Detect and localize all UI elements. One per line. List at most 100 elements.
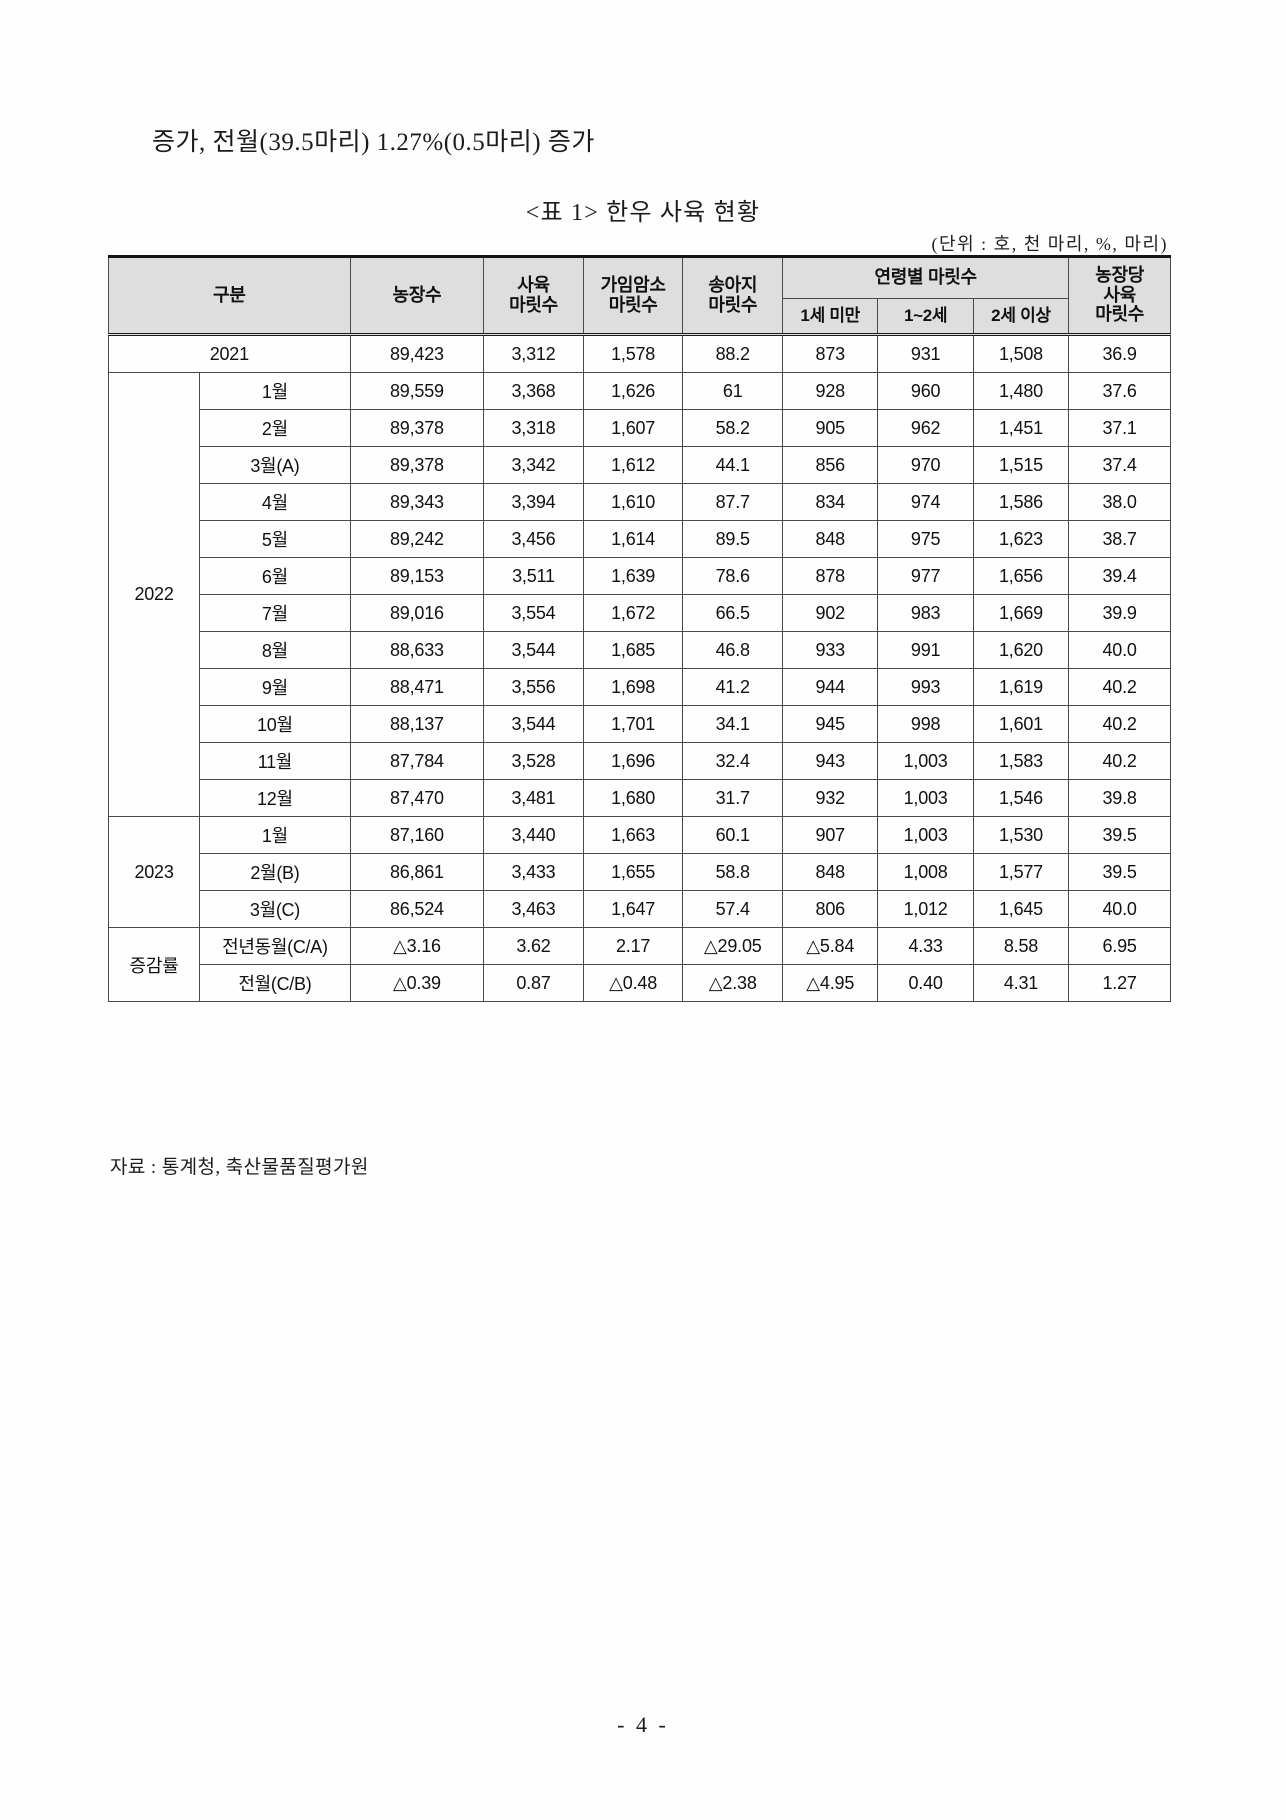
cell-per-farm: 37.1 [1068,409,1171,447]
cell-raised: 3,481 [483,779,584,817]
cell-per-farm: 39.8 [1068,779,1171,817]
cell-over2: 1,645 [972,890,1070,928]
row-label: 3월(C) [199,890,351,928]
cell-per-farm: 40.2 [1068,742,1171,780]
stat-table-container: 구분 농장수 사육 마릿수 가임암소 마릿수 송아지 마릿수 연령별 마릿수 [107,255,1171,1002]
cell-raised: 0.87 [483,964,584,1002]
cell-farms: 86,524 [349,890,485,928]
cell-farms: 89,016 [349,594,485,632]
cell-1to2: 1,008 [877,853,974,891]
header-calf-line2: 마릿수 [708,294,758,315]
cell-over2: 1,619 [972,668,1070,706]
cell-breedable: 1,672 [582,594,684,632]
cell-breedable: △0.48 [582,964,684,1002]
cell-breedable: 1,698 [582,668,684,706]
cell-farms: 87,784 [349,742,485,780]
cell-under1: 806 [782,890,879,928]
cell-under1: 905 [782,409,879,447]
table-row: 11월 87,784 3,528 1,696 32.4 943 1,003 1,583 40.2 [109,742,1171,780]
cell-1to2: 960 [877,372,974,410]
header-per-farm-line1: 농장당 [1095,265,1144,286]
cell-calf: 78.6 [682,557,784,595]
cell-under1: 856 [782,446,879,484]
table-caption: <표 1> 한우 사육 현황 [525,200,761,226]
cell-1to2: 931 [877,333,974,373]
cell-over2: 1,515 [972,446,1070,484]
row-label: 2월 [199,409,351,447]
header-per-farm-line2: 사육 [1103,284,1136,305]
cell-per-farm: 38.0 [1068,483,1171,521]
cell-raised: 3,433 [483,853,584,891]
header-age-under-1: 1세 미만 [782,298,879,335]
cell-farms: 86,861 [349,853,485,891]
cell-raised: 3,456 [483,520,584,558]
cell-calf: 34.1 [682,705,784,743]
cell-calf: 46.8 [682,631,784,669]
cell-per-farm: 37.6 [1068,372,1171,410]
row-label: 3월(A) [199,446,351,484]
row-label: 1월 [199,372,351,410]
cell-1to2: 983 [877,594,974,632]
cell-breedable: 1,680 [582,779,684,817]
cell-calf: 58.8 [682,853,784,891]
cell-over2: 1,601 [972,705,1070,743]
cell-breedable: 1,701 [582,705,684,743]
cell-1to2: 1,012 [877,890,974,928]
cell-1to2: 977 [877,557,974,595]
cell-1to2: 974 [877,483,974,521]
cell-breedable: 1,607 [582,409,684,447]
cell-over2: 1,530 [972,816,1070,854]
cell-per-farm: 40.0 [1068,890,1171,928]
cell-per-farm: 40.0 [1068,631,1171,669]
header-raised-line1: 사육 [517,275,550,296]
cell-over2: 1,583 [972,742,1070,780]
cell-per-farm: 40.2 [1068,705,1171,743]
cell-per-farm: 1.27 [1068,964,1171,1002]
cell-raised: 3,368 [483,372,584,410]
cell-raised: 3,544 [483,631,584,669]
cell-farms: 87,160 [349,816,485,854]
cell-over2: 1,508 [972,333,1070,373]
unit-note: (단위 : 호, 천 마리, %, 마리) [931,234,1168,254]
cell-breedable: 1,610 [582,483,684,521]
cell-raised: 3,318 [483,409,584,447]
cell-farms: △3.16 [349,927,485,965]
cell-farms: 88,137 [349,705,485,743]
table-row: 3월(A) 89,378 3,342 1,612 44.1 856 970 1,515 37.4 [109,446,1171,484]
table-row: 5월 89,242 3,456 1,614 89.5 848 975 1,623 38.7 [109,520,1171,558]
cell-1to2: 993 [877,668,974,706]
intro-paragraph: 증가, 전월(39.5마리) 1.27%(0.5마리) 증가 [152,129,595,156]
cell-over2: 8.58 [972,927,1070,965]
table-row: 증감률 전년동월(C/A) △3.16 3.62 2.17 △29.05 △5.84 4.33… [107,927,1171,1002]
cell-per-farm: 37.4 [1068,446,1171,484]
row-label: 4월 [199,483,351,521]
cell-per-farm: 36.9 [1068,333,1171,373]
cell-per-farm: 6.95 [1068,927,1171,965]
cell-under1: 848 [782,520,879,558]
row-label: 9월 [199,668,351,706]
cell-breedable: 1,663 [582,816,684,854]
cell-farms: 87,470 [349,779,485,817]
cell-under1: △4.95 [782,964,879,1002]
table-row: 9월 88,471 3,556 1,698 41.2 944 993 1,619 40.2 [109,668,1171,706]
row-label: 6월 [199,557,351,595]
cell-1to2: 991 [877,631,974,669]
page-number: - 4 - [617,1712,669,1737]
cell-over2: 1,451 [972,409,1070,447]
cell-1to2: 1,003 [877,779,974,817]
cell-per-farm: 40.2 [1068,668,1171,706]
cell-breedable: 1,647 [582,890,684,928]
cell-raised: 3,394 [483,483,584,521]
cell-per-farm: 39.4 [1068,557,1171,595]
row-label: 2월(B) [199,853,351,891]
cell-under1: 873 [782,333,879,373]
cell-over2: 1,586 [972,483,1070,521]
cell-per-farm: 39.5 [1068,816,1171,854]
table-head: 구분 농장수 사육 마릿수 가임암소 마릿수 송아지 마릿수 연령별 마릿수 [108,256,1171,335]
cell-breedable: 1,614 [582,520,684,558]
cell-calf: 89.5 [682,520,784,558]
table-row: 2022 1월 89,559 3,368 1,626 61 928 960 1,480 37.6 [107,372,1171,817]
cell-under1: 834 [782,483,879,521]
cell-1to2: 998 [877,705,974,743]
cell-under1: 933 [782,631,879,669]
